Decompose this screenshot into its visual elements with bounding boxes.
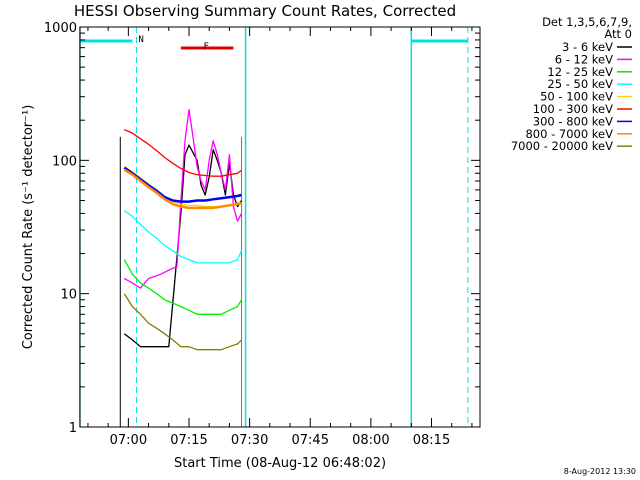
flag-label-F: F	[203, 42, 208, 52]
y-tick-label: 1000	[44, 21, 77, 36]
plot-area: NF	[79, 27, 469, 427]
y-tick-label: 100	[52, 154, 77, 169]
series-line-8	[123, 293, 242, 351]
legend-label-6: 300 - 800 keV	[533, 114, 613, 128]
series-line-5	[124, 129, 242, 177]
x-tick-label: 08:00	[352, 433, 389, 448]
series-line-1	[123, 108, 243, 289]
plot-frame	[79, 26, 481, 428]
legend-label-1: 6 - 12 keV	[555, 52, 613, 66]
legend-label-5: 100 - 300 keV	[533, 102, 613, 116]
series-line-6	[123, 166, 242, 203]
x-axis-label: Start Time (08-Aug-12 06:48:02)	[174, 456, 386, 471]
x-tick-label: 07:30	[231, 433, 268, 448]
y-tick-label: 1	[69, 421, 77, 436]
series-line-0	[123, 144, 243, 348]
flag-label-N: N	[138, 35, 143, 45]
x-tick-label: 07:45	[292, 433, 329, 448]
legend-label-3: 25 - 50 keV	[547, 77, 613, 91]
legend-label-0: 3 - 6 keV	[562, 40, 613, 54]
y-axis-label: Corrected Count Rate (s⁻¹ detector⁻¹)	[21, 105, 36, 350]
x-tick-label: 07:15	[170, 433, 207, 448]
legend-header-1: Att 0	[604, 27, 632, 41]
chart-title: HESSI Observing Summary Count Rates, Cor…	[74, 2, 456, 20]
legend-label-8: 7000 - 20000 keV	[511, 139, 613, 153]
series-line-3	[123, 210, 243, 264]
y-tick-label: 10	[60, 288, 77, 303]
x-tick-label: 08:15	[413, 433, 450, 448]
x-tick-label: 07:00	[110, 433, 147, 448]
legend-label-4: 50 - 100 keV	[540, 90, 613, 104]
series-line-2	[123, 259, 243, 315]
axes: 1 10 100 1000 07:00 07:15 07:30 07:45 08:00 08:15	[44, 21, 480, 448]
legend-label-2: 12 - 25 keV	[547, 65, 613, 79]
series-line-7	[123, 168, 242, 210]
footer-date: 8-Aug-2012 13:30	[564, 467, 636, 476]
legend-label-7: 800 - 7000 keV	[525, 127, 613, 141]
legend-header-0: Det 1,3,5,6,7,9,	[542, 15, 632, 29]
